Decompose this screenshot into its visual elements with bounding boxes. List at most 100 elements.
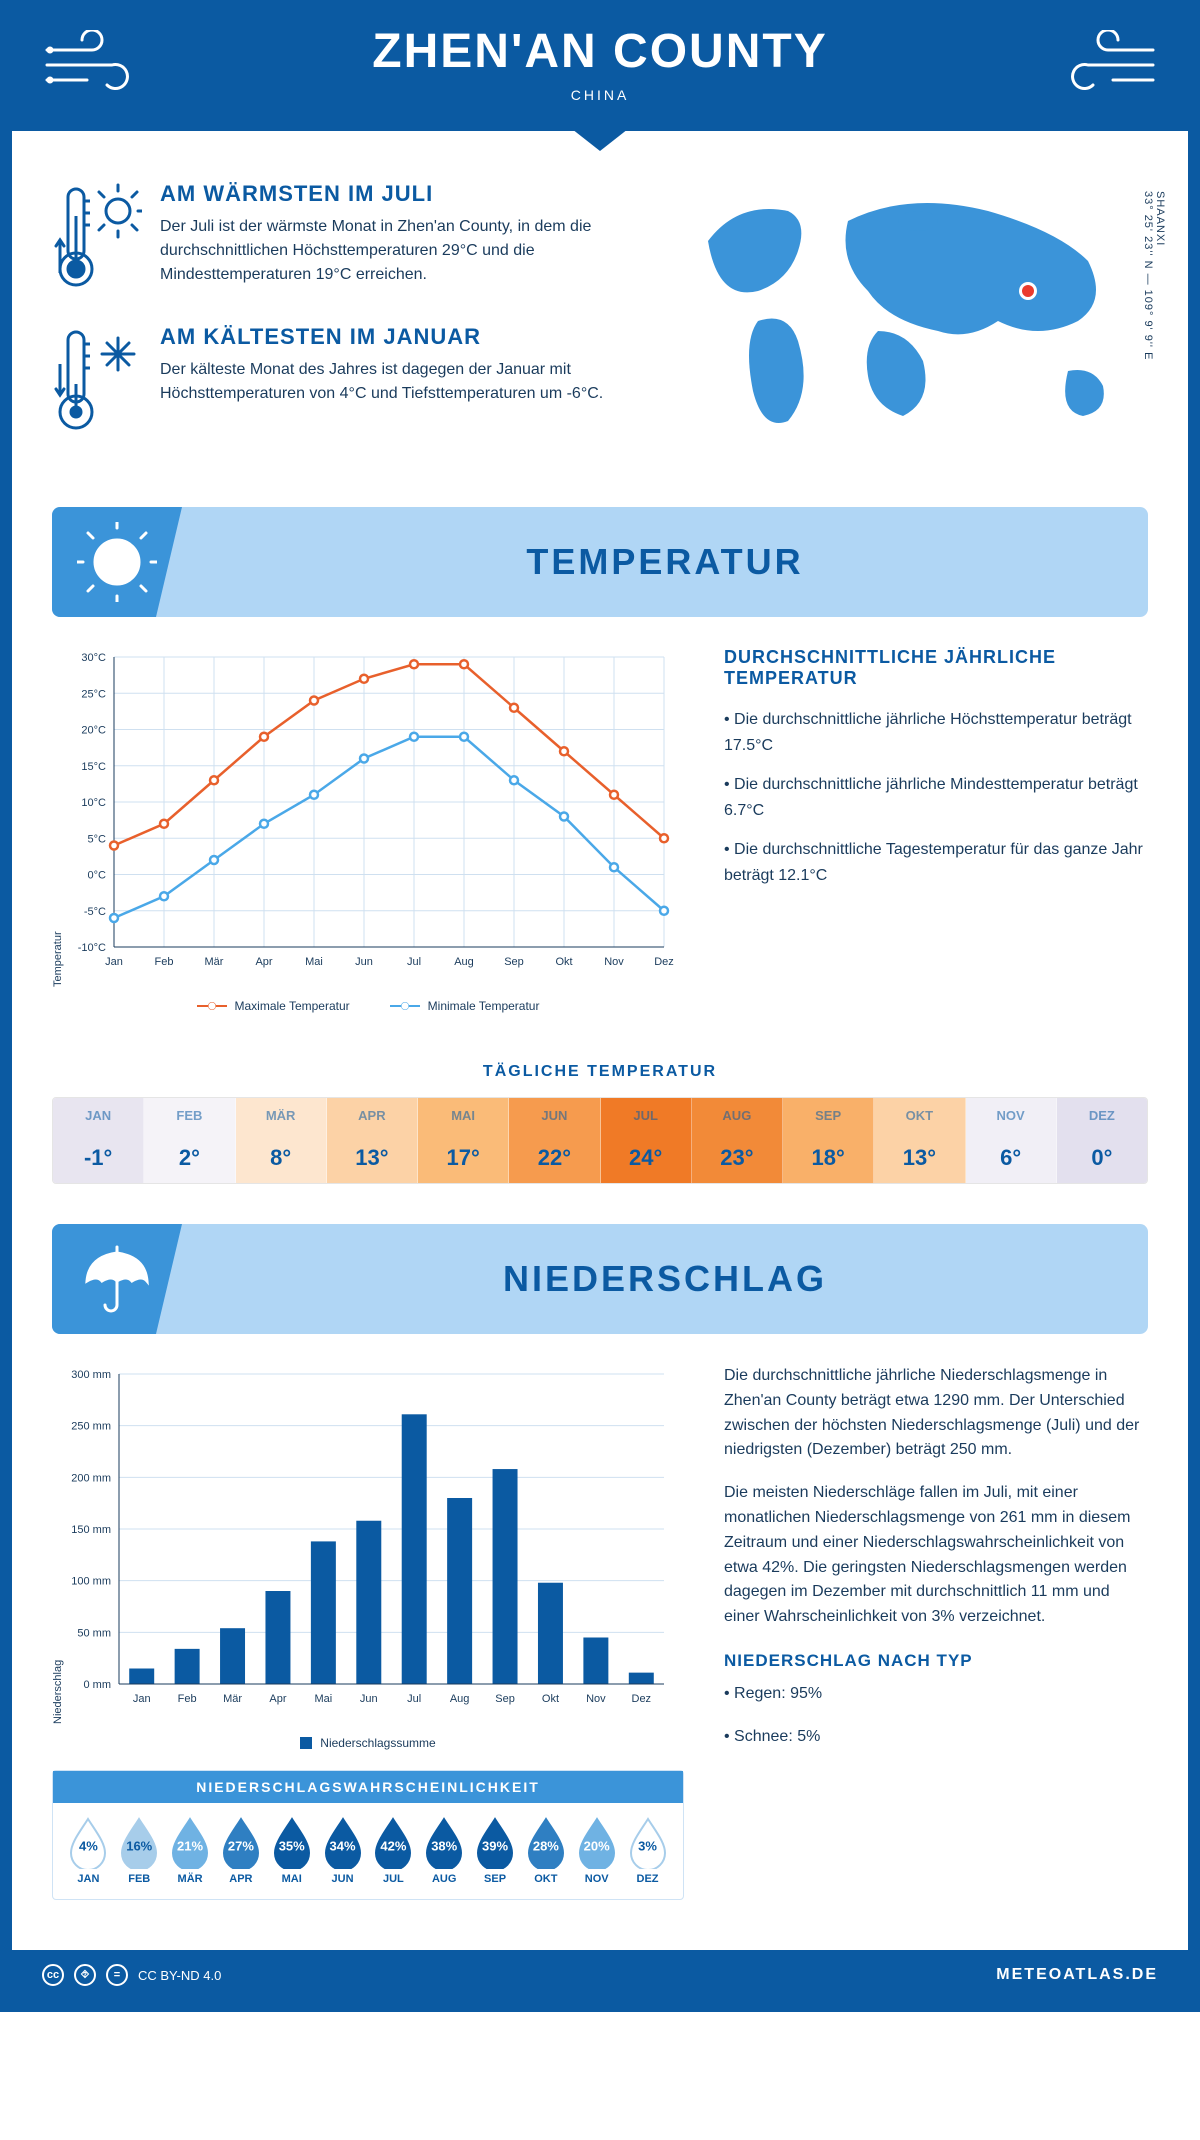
probability-cell: 28%OKT [520, 1817, 571, 1885]
svg-text:30°C: 30°C [81, 652, 106, 664]
coldest-block: AM KÄLTESTEN IM JANUAR Der kälteste Mona… [52, 324, 638, 439]
probability-cell: 4%JAN [63, 1817, 114, 1885]
temperature-summary: DURCHSCHNITTLICHE JÄHRLICHE TEMPERATUR •… [724, 647, 1148, 1013]
svg-text:150 mm: 150 mm [71, 1524, 111, 1536]
precip-legend: Niederschlagssumme [320, 1736, 435, 1750]
precipitation-bar-chart: Niederschlag 0 mm50 mm100 mm150 mm200 mm… [52, 1364, 684, 1724]
temperature-banner: TEMPERATUR [52, 507, 1148, 617]
precip-p1: Die durchschnittliche jährliche Niedersc… [724, 1364, 1148, 1463]
probability-cell: 39%SEP [470, 1817, 521, 1885]
probability-cell: 20%NOV [571, 1817, 622, 1885]
svg-text:Apr: Apr [255, 956, 272, 968]
page-title: ZHEN'AN COUNTY [12, 24, 1188, 79]
temperature-line-chart: Temperatur -10°C-5°C0°C5°C10°C15°C20°C25… [52, 647, 684, 1013]
thermometer-sun-icon [52, 181, 142, 296]
precip-y-label: Niederschlag [52, 1364, 64, 1724]
probability-cell: 34%JUN [317, 1817, 368, 1885]
daily-cell: MÄR8° [236, 1098, 327, 1183]
precip-type-heading: NIEDERSCHLAG NACH TYP [724, 1648, 1148, 1674]
brand: METEOATLAS.DE [996, 1966, 1158, 1984]
svg-text:Jan: Jan [105, 956, 123, 968]
daily-temp-title: TÄGLICHE TEMPERATUR [12, 1063, 1188, 1081]
svg-text:Nov: Nov [604, 956, 624, 968]
svg-text:5°C: 5°C [88, 833, 107, 845]
nd-icon: = [106, 1964, 128, 1986]
precipitation-heading: NIEDERSCHLAG [182, 1258, 1148, 1300]
svg-text:300 mm: 300 mm [71, 1369, 111, 1381]
svg-text:Dez: Dez [632, 1693, 652, 1705]
daily-cell: NOV6° [966, 1098, 1057, 1183]
summary-row: AM WÄRMSTEN IM JULI Der Juli ist der wär… [12, 131, 1188, 497]
precipitation-banner: NIEDERSCHLAG [52, 1224, 1148, 1334]
coldest-text: Der kälteste Monat des Jahres ist dagege… [160, 358, 638, 406]
probability-cell: 3%DEZ [622, 1817, 673, 1885]
probability-cell: 16%FEB [114, 1817, 165, 1885]
temp-summary-heading: DURCHSCHNITTLICHE JÄHRLICHE TEMPERATUR [724, 647, 1148, 689]
svg-text:-10°C: -10°C [78, 942, 106, 954]
svg-text:Okt: Okt [542, 1693, 559, 1705]
legend-max: Maximale Temperatur [235, 999, 350, 1013]
svg-text:Mai: Mai [305, 956, 323, 968]
infographic-frame: ZHEN'AN COUNTY CHINA [0, 0, 1200, 2012]
probability-cell: 42%JUL [368, 1817, 419, 1885]
sun-icon [52, 507, 182, 617]
probability-title: NIEDERSCHLAGSWAHRSCHEINLICHKEIT [53, 1771, 683, 1803]
daily-cell: JUN22° [509, 1098, 600, 1183]
world-map: SHAANXI33° 25' 23'' N — 109° 9' 9'' E [668, 181, 1148, 467]
svg-text:Mai: Mai [315, 1693, 333, 1705]
wind-icon [42, 30, 142, 100]
warmest-title: AM WÄRMSTEN IM JULI [160, 181, 638, 207]
precip-rain: • Regen: 95% [724, 1682, 1148, 1707]
daily-cell: SEP18° [783, 1098, 874, 1183]
license: cc ⯑ = CC BY-ND 4.0 [42, 1964, 221, 1986]
precip-snow: • Schnee: 5% [724, 1725, 1148, 1750]
probability-box: NIEDERSCHLAGSWAHRSCHEINLICHKEIT 4%JAN16%… [52, 1770, 684, 1900]
legend-min: Minimale Temperatur [428, 999, 540, 1013]
daily-cell: JAN-1° [53, 1098, 144, 1183]
daily-cell: FEB2° [144, 1098, 235, 1183]
probability-cell: 27%APR [215, 1817, 266, 1885]
svg-text:Feb: Feb [178, 1693, 197, 1705]
svg-text:25°C: 25°C [81, 688, 106, 700]
svg-text:Sep: Sep [504, 956, 524, 968]
page-subtitle: CHINA [12, 87, 1188, 103]
svg-text:0 mm: 0 mm [84, 1679, 112, 1691]
svg-text:250 mm: 250 mm [71, 1421, 111, 1433]
footer: cc ⯑ = CC BY-ND 4.0 METEOATLAS.DE [12, 1950, 1188, 2000]
svg-text:50 mm: 50 mm [77, 1627, 111, 1639]
header: ZHEN'AN COUNTY CHINA [12, 0, 1188, 131]
svg-text:0°C: 0°C [88, 870, 107, 882]
daily-cell: JUL24° [601, 1098, 692, 1183]
precip-p2: Die meisten Niederschläge fallen im Juli… [724, 1481, 1148, 1630]
svg-text:Jul: Jul [407, 1693, 421, 1705]
svg-text:Mär: Mär [223, 1693, 242, 1705]
daily-cell: OKT13° [874, 1098, 965, 1183]
thermometer-snow-icon [52, 324, 142, 439]
svg-text:Jul: Jul [407, 956, 421, 968]
temp-bullet-2: • Die durchschnittliche Tagestemperatur … [724, 837, 1148, 888]
svg-text:Nov: Nov [586, 1693, 606, 1705]
svg-text:Okt: Okt [555, 956, 572, 968]
daily-cell: DEZ0° [1057, 1098, 1147, 1183]
temp-bullet-1: • Die durchschnittliche jährliche Mindes… [724, 772, 1148, 823]
warmest-text: Der Juli ist der wärmste Monat in Zhen'a… [160, 215, 638, 287]
region-label: SHAANXI [1154, 191, 1166, 246]
daily-cell: APR13° [327, 1098, 418, 1183]
svg-text:-5°C: -5°C [84, 906, 106, 918]
daily-temp-table: JAN-1°FEB2°MÄR8°APR13°MAI17°JUN22°JUL24°… [52, 1097, 1148, 1184]
cc-icon: cc [42, 1964, 64, 1986]
by-icon: ⯑ [74, 1964, 96, 1986]
warmest-block: AM WÄRMSTEN IM JULI Der Juli ist der wär… [52, 181, 638, 296]
temp-y-label: Temperatur [52, 647, 64, 987]
license-text: CC BY-ND 4.0 [138, 1968, 221, 1983]
svg-text:Jun: Jun [355, 956, 373, 968]
probability-cell: 21%MÄR [165, 1817, 216, 1885]
temperature-heading: TEMPERATUR [182, 541, 1148, 583]
daily-cell: AUG23° [692, 1098, 783, 1183]
svg-text:Aug: Aug [450, 1693, 470, 1705]
svg-text:Jan: Jan [133, 1693, 151, 1705]
svg-text:Feb: Feb [155, 956, 174, 968]
svg-text:Dez: Dez [654, 956, 674, 968]
daily-cell: MAI17° [418, 1098, 509, 1183]
svg-text:15°C: 15°C [81, 761, 106, 773]
